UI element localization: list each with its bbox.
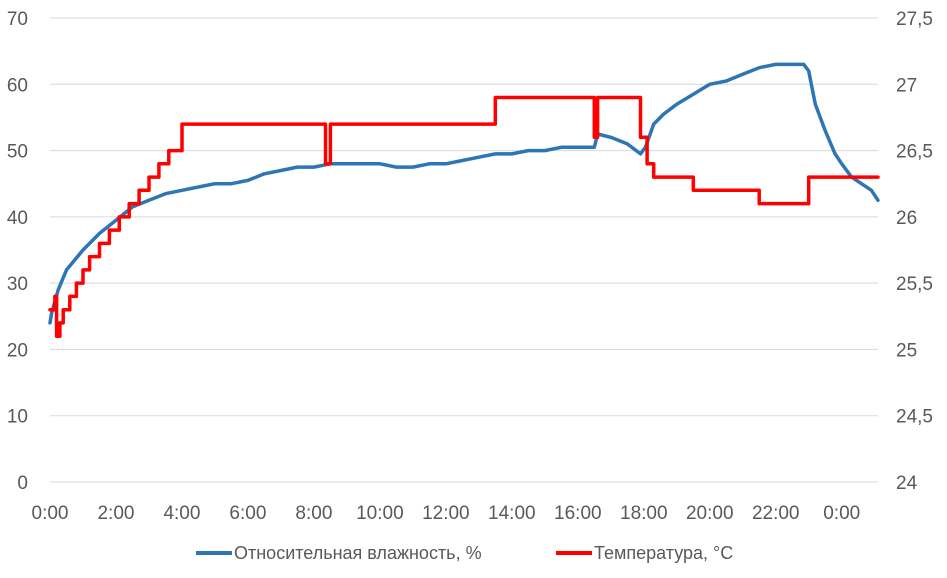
y2-tick-label: 25,5 [896,274,933,295]
x-tick-label: 16:00 [554,503,602,524]
y-tick-label: 30 [7,274,28,295]
legend: Относительная влажность, % Температура, … [196,543,733,563]
y-tick-label: 40 [7,208,28,229]
y2-tick-label: 24,5 [896,407,933,428]
x-tick-label: 0:00 [823,503,860,524]
series-line-temperature [48,95,880,338]
y2-tick-label: 24 [896,473,918,494]
x-tick-label: 12:00 [422,503,470,524]
y-tick-label: 70 [7,9,28,30]
y-tick-label: 0 [17,473,28,494]
legend-label-humidity: Относительная влажность, % [234,543,482,563]
x-tick-label: 6:00 [229,503,266,524]
y2-tick-label: 27 [896,75,917,96]
x-tick-label: 2:00 [97,503,134,524]
y-axis-right: 24 24,5 25 25,5 26 26,5 27 27,5 [896,9,933,494]
legend-label-temperature: Температура, °С [594,543,733,563]
y2-tick-label: 26 [896,208,917,229]
x-tick-label: 8:00 [295,503,332,524]
x-tick-label: 10:00 [356,503,404,524]
y-axis-left: 0 10 20 30 40 50 60 70 [7,9,28,494]
series-line-humidity [48,62,880,325]
y2-tick-label: 26,5 [896,142,933,163]
y-tick-label: 50 [7,142,28,163]
y-tick-label: 10 [7,407,28,428]
y2-tick-label: 27,5 [896,9,933,30]
x-tick-label: 20:00 [686,503,734,524]
x-tick-label: 0:00 [32,503,69,524]
y-tick-label: 20 [7,340,28,361]
x-tick-label: 22:00 [752,503,800,524]
gridlines [50,17,878,483]
x-tick-label: 18:00 [620,503,668,524]
y2-tick-label: 25 [896,340,917,361]
x-tick-label: 4:00 [163,503,200,524]
x-tick-label: 14:00 [488,503,536,524]
series-layer [48,62,880,338]
y-tick-label: 60 [7,75,28,96]
x-axis: 0:00 2:00 4:00 6:00 8:00 10:00 12:00 14:00 16:00… [32,503,861,524]
